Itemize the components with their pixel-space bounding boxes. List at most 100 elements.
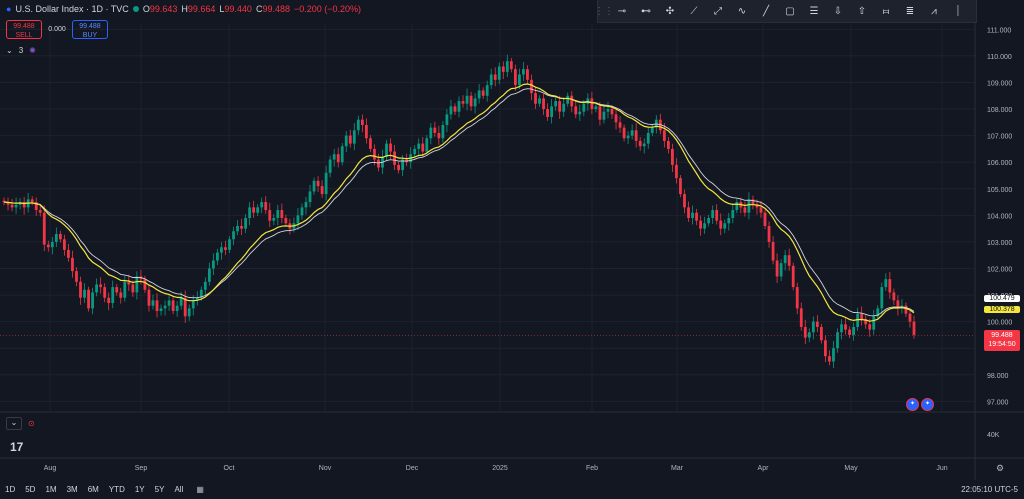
candle-body [811, 321, 815, 333]
ohlc-low: L99.440 [219, 4, 252, 14]
candle-body [703, 223, 707, 229]
candle-body [799, 308, 803, 327]
range-1y[interactable]: 1Y [134, 485, 145, 494]
vertical-line-icon[interactable]: ⏐ [955, 5, 961, 17]
candle-body [526, 69, 529, 80]
candle-body [727, 218, 731, 224]
arrow-down-icon[interactable]: ⇩ [833, 5, 843, 17]
candle-body [95, 284, 99, 293]
candle-body [469, 95, 473, 107]
ohlc-close: C99.488 [255, 4, 290, 14]
trend-line-icon[interactable]: ⟋ [690, 5, 698, 17]
candle-body [590, 98, 594, 110]
ray-icon[interactable]: ⊷ [641, 5, 651, 17]
price-tick-label: 102.000 [987, 266, 1012, 273]
grip-icon[interactable]: ⋮⋮ [594, 5, 614, 17]
price-tick-label: 97.000 [987, 399, 1009, 406]
range-1m[interactable]: 1M [45, 485, 57, 494]
horizontal-lines-icon[interactable]: ☰ [809, 5, 819, 17]
candle-body [167, 300, 171, 306]
candle-body [679, 178, 682, 195]
candle-body [755, 204, 759, 208]
candle-body [489, 74, 493, 86]
tradingview-logo[interactable]: 17 [10, 440, 24, 454]
symbol-legend: ● U.S. Dollar Index · 1D · TVC O99.643 H… [6, 4, 361, 14]
candle-body [779, 263, 783, 277]
ohlc-open: O99.643 [142, 4, 178, 14]
price-tick-label: 103.000 [987, 240, 1012, 247]
extended-line-icon[interactable]: ⤢ [714, 5, 722, 17]
candle-body [421, 143, 425, 152]
candle-body [401, 159, 405, 171]
candle-body [711, 210, 715, 218]
candle-body [397, 164, 401, 171]
candle-body [638, 140, 642, 147]
zigzag-icon[interactable]: ⩘ [931, 5, 937, 17]
candle-body [348, 135, 352, 144]
candle-body [369, 138, 372, 149]
clock-readout[interactable]: 22:05:10 UTC-5 [961, 485, 1018, 494]
candle-body [578, 111, 582, 115]
range-6m[interactable]: 6M [87, 485, 99, 494]
parallel-channel-icon[interactable]: ⧦ [882, 5, 890, 17]
pitchfork-icon[interactable]: ⊸ [617, 5, 627, 17]
candle-body [115, 287, 119, 293]
fib-lines-icon[interactable]: ≣ [905, 5, 915, 17]
candle-body [248, 207, 252, 218]
range-5d[interactable]: 5D [25, 485, 36, 494]
buy-button[interactable]: 99.488 BUY [72, 20, 108, 39]
time-tick-label: Jun [936, 465, 947, 472]
candle-body [377, 159, 380, 168]
candle-body [268, 210, 272, 221]
candle-body [2, 200, 6, 203]
time-tick-label: Mar [671, 465, 684, 472]
candle-body [304, 202, 308, 208]
candle-body [550, 106, 554, 118]
ruler-line-icon[interactable]: ╱ [762, 5, 770, 17]
us-flag-icon[interactable]: ✦ [906, 398, 919, 411]
candle-body [759, 207, 763, 213]
candle-body [465, 95, 469, 104]
candle-body [264, 202, 268, 211]
price-tick-label: 100.000 [987, 320, 1012, 327]
ohlc-high: H99.664 [181, 4, 216, 14]
arrow-up-icon[interactable]: ⇧ [857, 5, 867, 17]
candle-body [320, 186, 324, 195]
range-5y[interactable]: 5Y [154, 485, 165, 494]
sell-button[interactable]: 99.488 SELL [6, 20, 42, 39]
calendar-icon[interactable]: ▦ [196, 485, 204, 494]
sell-label: SELL [15, 32, 33, 39]
candle-body [127, 281, 131, 285]
alert-icon[interactable]: ⊙ [28, 419, 35, 428]
candle-body [453, 106, 457, 112]
range-3m[interactable]: 3M [66, 485, 78, 494]
brush-icon[interactable]: ∿ [737, 5, 747, 17]
symbol-title[interactable]: U.S. Dollar Index · 1D · TVC [15, 4, 129, 14]
candle-body [252, 207, 256, 213]
range-all[interactable]: All [174, 485, 184, 494]
price-tick-label: 109.000 [987, 80, 1012, 87]
candle-body [683, 194, 686, 208]
candle-body [477, 90, 481, 99]
range-1d[interactable]: 1D [5, 485, 16, 494]
cross-ruler-icon[interactable]: ✣ [665, 5, 675, 17]
candle-body [574, 106, 578, 115]
candle-body [364, 124, 368, 139]
candle-body [715, 210, 719, 221]
collapse-pane-button[interactable]: ⌄ [6, 417, 22, 430]
candle-body [103, 287, 107, 298]
range-ytd[interactable]: YTD [108, 485, 125, 494]
buy-price: 99.488 [79, 23, 101, 30]
candle-body [501, 66, 505, 72]
time-tick-label: Aug [44, 465, 57, 472]
candle-body [46, 244, 50, 248]
us-flag-icon[interactable]: ✦ [921, 398, 934, 411]
rectangle-icon[interactable]: ▢ [785, 5, 795, 17]
time-tick-label: May [844, 465, 858, 472]
candle-body [151, 300, 155, 306]
candle-body [912, 321, 916, 335]
indicators-toggle[interactable]: ⌄ 3 ✺ [6, 46, 36, 55]
sell-price: 99.488 [13, 23, 35, 30]
loading-icon: ✺ [29, 46, 36, 55]
